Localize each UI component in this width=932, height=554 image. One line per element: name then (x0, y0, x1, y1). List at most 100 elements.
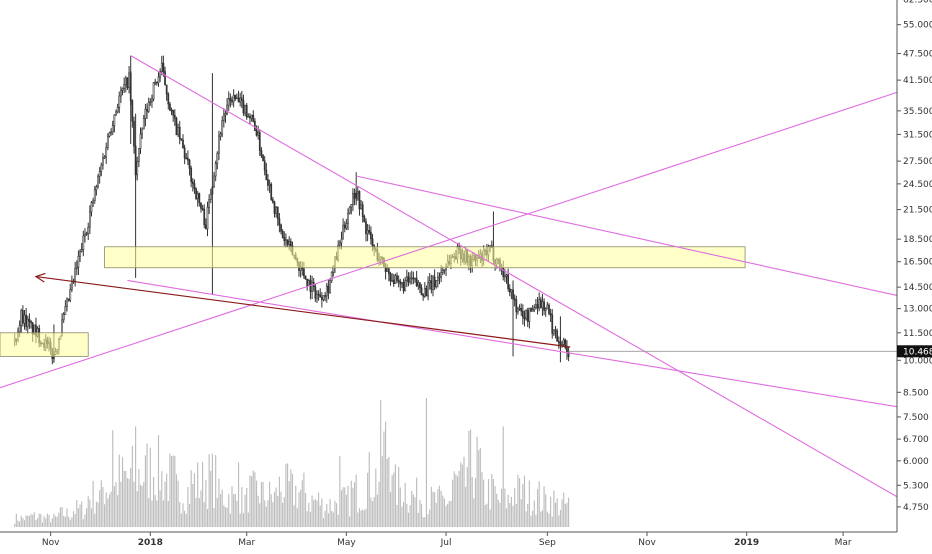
candle-up (97, 175, 99, 187)
volume-bar (211, 453, 213, 527)
candle-up (26, 318, 29, 328)
volume-bar (386, 458, 388, 527)
volume-bar (306, 511, 308, 527)
volume-bar (220, 494, 222, 527)
volume-bar (141, 485, 143, 527)
volume-bar (112, 430, 114, 527)
volume-bar (429, 509, 431, 527)
volume-bar (362, 509, 364, 527)
volume-bar (559, 509, 561, 527)
candle-down (131, 100, 134, 122)
volume-bar (198, 497, 200, 527)
volume-bar (319, 505, 321, 527)
candle-up (66, 298, 68, 307)
candle-down (231, 99, 233, 103)
last-price-tag: 10.468 (897, 345, 932, 358)
volume-bar (84, 514, 86, 527)
candle-up (106, 135, 109, 148)
candle-down (173, 114, 176, 119)
candle-down (254, 121, 256, 131)
volume-bar (497, 499, 499, 527)
candle-down (240, 97, 243, 101)
candle-down (363, 216, 366, 223)
volume-bar (107, 498, 109, 527)
candle-up (85, 233, 88, 235)
volume-bar (445, 505, 447, 527)
candle-up (224, 113, 227, 116)
candle-down (520, 307, 523, 312)
volume-bar (344, 487, 346, 527)
candle-up (562, 339, 565, 345)
volume-bar (175, 474, 178, 527)
candle-up (541, 301, 544, 309)
volume-bar (288, 481, 290, 527)
volume-bar (308, 502, 310, 527)
volume-bar (267, 500, 269, 527)
candle-up (23, 314, 26, 324)
candle-down (146, 108, 148, 112)
volume-bar (353, 482, 356, 527)
zone-upper (104, 246, 746, 269)
volume-bar (350, 480, 352, 527)
volume-bar (237, 462, 240, 527)
volume-bar (309, 511, 312, 527)
candle-up (102, 157, 104, 166)
candle-down (258, 132, 261, 151)
x-tick-label: May (337, 538, 356, 548)
volume-bar (170, 455, 173, 527)
candle-up (438, 276, 441, 279)
candle-down (162, 62, 165, 72)
volume-bar (512, 505, 514, 527)
candle-up (111, 125, 114, 133)
volume-bar (92, 480, 94, 527)
candle-up (149, 101, 152, 103)
candle-down (343, 224, 346, 229)
volume-bar (465, 486, 467, 527)
candle-down (263, 160, 266, 171)
volume-bar (190, 470, 192, 527)
volume-bar (270, 494, 272, 527)
candle-down (185, 157, 188, 160)
candle-up (87, 226, 90, 234)
candle-up (404, 280, 407, 292)
volume-bar (236, 500, 238, 527)
y-tick-label: 10.000 (903, 356, 932, 366)
candle-down (252, 114, 255, 122)
candle-down (370, 231, 372, 240)
candle-down (526, 310, 529, 322)
candle-up (113, 114, 116, 127)
y-tick-label: 41.500 (903, 76, 932, 86)
candle-down (201, 208, 204, 210)
candle-down (22, 310, 24, 324)
volume-bar (159, 490, 161, 527)
volume-bar (452, 479, 454, 527)
candle-up (311, 281, 313, 292)
volume-bar (491, 473, 493, 527)
volume-bar (501, 488, 503, 527)
volume-bar (458, 470, 460, 527)
volume-bar (399, 487, 401, 527)
candle-down (392, 280, 395, 284)
volume-bar (19, 521, 21, 527)
volume-bar (507, 494, 509, 527)
candle-up (437, 277, 439, 281)
volume-bar (177, 480, 179, 527)
candle-down (508, 288, 511, 293)
candle-up (544, 308, 547, 311)
volume-bar (550, 496, 552, 527)
volume-bar (184, 510, 186, 527)
volume-bar (37, 518, 39, 527)
candle-down (303, 268, 305, 277)
volume-bar (311, 495, 313, 527)
volume-bar (548, 513, 550, 527)
volume-bar (216, 497, 218, 527)
volume-bar (489, 509, 491, 527)
candle-up (342, 224, 344, 240)
candle-down (133, 120, 135, 147)
candle-down (164, 71, 166, 86)
volume-bar (385, 421, 387, 527)
candle-down (249, 116, 251, 119)
candle-up (443, 269, 446, 271)
volume-bar (417, 512, 419, 527)
